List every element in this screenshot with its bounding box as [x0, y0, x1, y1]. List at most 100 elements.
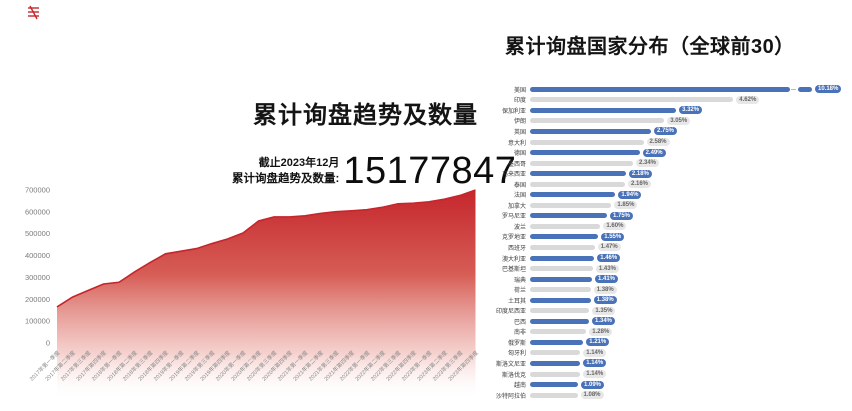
country-label: 巴西 [513, 319, 526, 326]
bar [530, 150, 640, 156]
bar [530, 287, 591, 293]
country-label: 伊朗 [513, 119, 526, 126]
y-tick-label: 100000 [25, 317, 50, 326]
bar-row: 南非 1.28% [493, 327, 849, 338]
bar-row: 印度 4.62% [493, 95, 849, 106]
value-pill: 2.58% [646, 138, 670, 146]
country-label: 印度 [513, 98, 526, 105]
stat-as-of-note: 截止2023年12月 [258, 157, 340, 169]
bar [530, 297, 591, 303]
bar-row: 伊朗 3.05% [493, 116, 849, 127]
bar-row: 英国 2.75% [493, 126, 849, 137]
country-label: 墨西哥 [507, 161, 526, 168]
value-pill: 2.49% [642, 148, 666, 157]
value-pill: 1.94% [618, 190, 642, 199]
bar [530, 139, 644, 145]
bar-row: 土耳其 1.38% [493, 295, 849, 306]
country-label: 保加利亚 [501, 108, 526, 115]
country-label: 法国 [513, 193, 526, 200]
bar [530, 192, 616, 198]
corner-logo-mark-icon [28, 5, 39, 20]
y-tick-label: 400000 [25, 251, 50, 260]
bar-row: 克罗地亚 1.55% [493, 232, 849, 243]
left-chart-title: 累计询盘趋势及数量 [253, 102, 478, 129]
value-pill: 1.28% [589, 327, 613, 336]
value-pill: 1.14% [583, 348, 607, 357]
bar-row: 瑞典 1.41% [493, 274, 849, 285]
country-label: 印度尼西亚 [495, 309, 526, 316]
stat-labels: 截止2023年12月 累计询盘趋势及数量: [232, 155, 339, 187]
value-pill: 3.05% [667, 116, 691, 125]
bar-row: 法国 1.94% [493, 189, 849, 200]
country-label: 荷兰 [513, 288, 526, 295]
value-pill: 10.18% [815, 85, 842, 94]
bar [530, 266, 593, 272]
bar [530, 392, 578, 398]
bar-row: 罗马尼亚 1.75% [493, 211, 849, 222]
axis-break-icon [790, 87, 797, 92]
country-bar-list: 美国 10.18% 印度 4.62% 保加利亚 3.32% 伊朗 3.05% 英国 2.75% 意大… [493, 84, 849, 400]
bar [530, 382, 578, 388]
country-label: 土耳其 [507, 298, 526, 305]
country-label: 加拿大 [507, 203, 526, 210]
bar-row: 澳大利亚 1.46% [493, 253, 849, 264]
y-tick-label: 0 [46, 339, 50, 348]
cumulative-stat: 截止2023年12月 累计询盘趋势及数量: 15177847 [232, 151, 516, 191]
value-pill: 1.41% [595, 275, 619, 284]
y-axis-tick-labels: 700000 600000 500000 400000 300000 200000 1000… [25, 186, 50, 348]
bar [530, 318, 589, 324]
country-label: 斯洛伐克 [501, 372, 526, 379]
value-pill: 1.85% [614, 201, 638, 210]
bar-row: 斯洛文尼亚 1.14% [493, 358, 849, 369]
bar-row: 意大利 2.58% [493, 137, 849, 148]
bar [530, 107, 677, 113]
value-pill: 4.62% [736, 95, 760, 104]
bar [530, 350, 581, 356]
bar [530, 339, 584, 345]
country-label: 斯洛文尼亚 [495, 361, 526, 368]
value-pill: 1.38% [593, 296, 617, 305]
bar [530, 181, 625, 187]
bar-row: 墨西哥 2.34% [493, 158, 849, 169]
value-pill: 2.75% [654, 127, 678, 136]
bar-row: 西班牙 1.47% [493, 242, 849, 253]
value-pill: 1.38% [593, 285, 617, 294]
area-fill [57, 190, 476, 400]
bar [530, 86, 790, 92]
bar-row: 巴基斯坦 1.43% [493, 263, 849, 274]
bar-row: 泰国 2.16% [493, 179, 849, 190]
y-tick-label: 700000 [25, 186, 50, 195]
bar [530, 308, 590, 314]
stat-label: 累计询盘趋势及数量: [232, 173, 340, 185]
bar-row: 荷兰 1.38% [493, 284, 849, 295]
bar [530, 223, 601, 229]
area-line [56, 189, 476, 308]
country-label: 俄罗斯 [507, 340, 526, 347]
bar-row: 巴西 1.34% [493, 316, 849, 327]
country-label: 罗马尼亚 [501, 214, 526, 221]
country-label: 美国 [513, 87, 526, 94]
bar [530, 160, 633, 166]
y-tick-label: 600000 [25, 207, 50, 216]
value-pill: 1.21% [586, 338, 610, 347]
y-tick-label: 300000 [25, 273, 50, 282]
bar [530, 244, 595, 250]
country-label: 克罗地亚 [501, 235, 526, 242]
bar [530, 118, 665, 124]
bar [530, 213, 607, 219]
country-label: 英国 [513, 129, 526, 136]
country-label: 泰国 [513, 182, 526, 189]
country-label: 匈牙利 [507, 351, 526, 358]
country-label: 波兰 [513, 224, 526, 231]
country-label: 澳大利亚 [501, 256, 526, 263]
value-pill: 1.47% [597, 243, 621, 252]
bar-continued-segment [798, 86, 812, 92]
bar-row: 沙特阿拉伯 1.08% [493, 390, 849, 401]
value-pill: 1.35% [592, 306, 616, 315]
country-label: 沙特阿拉伯 [495, 393, 526, 400]
value-pill: 1.14% [583, 370, 607, 379]
bar [530, 171, 626, 177]
value-pill: 1.43% [595, 264, 619, 273]
bar [530, 371, 581, 377]
country-label: 瑞典 [513, 277, 526, 284]
